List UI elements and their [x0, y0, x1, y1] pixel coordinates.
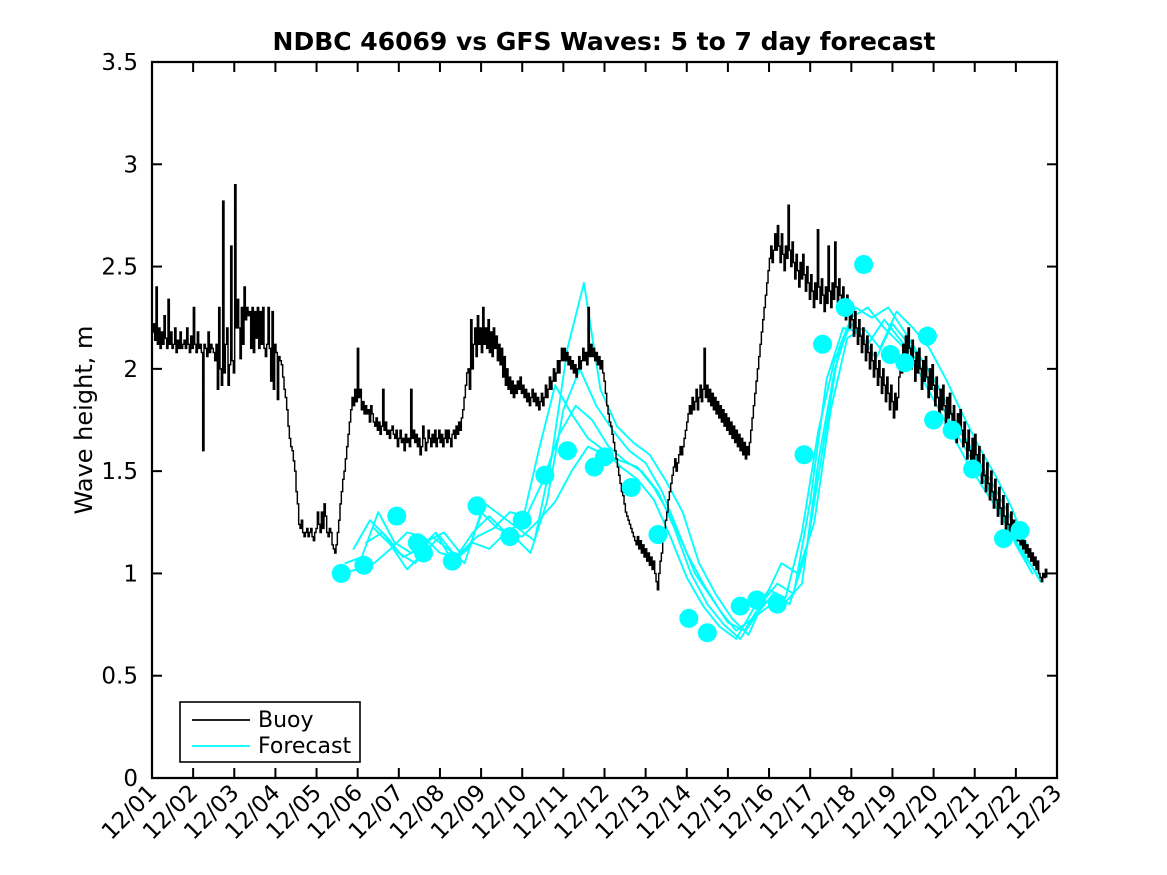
- legend[interactable]: Buoy Forecast: [179, 701, 361, 763]
- forecast-marker: [500, 527, 520, 547]
- forecast-marker: [917, 326, 937, 346]
- y-tick-label: 0: [123, 766, 138, 792]
- forecast-marker: [730, 596, 750, 616]
- forecast-marker: [835, 297, 855, 317]
- forecast-marker: [512, 510, 532, 530]
- forecast-marker: [387, 506, 407, 526]
- buoy-series: [152, 184, 1048, 591]
- y-tick-label: 3.5: [101, 50, 138, 76]
- forecast-marker: [895, 353, 915, 373]
- forecast-marker: [963, 459, 983, 479]
- legend-box: [179, 701, 361, 763]
- y-tick-label: 1.5: [101, 459, 138, 485]
- forecast-marker: [1010, 520, 1030, 540]
- forecast-marker: [697, 623, 717, 643]
- forecast-marker: [648, 525, 668, 545]
- y-tick-label: 2.5: [101, 255, 138, 281]
- forecast-marker: [621, 478, 641, 498]
- legend-label-forecast: Forecast: [258, 734, 351, 759]
- forecast-marker: [595, 447, 614, 467]
- forecast-marker: [747, 590, 767, 610]
- forecast-marker: [994, 529, 1014, 549]
- y-axis-ticks: 0 0.5 1 1.5 2 2.5 3 3.5: [101, 50, 1057, 792]
- forecast-markers: [331, 255, 1030, 643]
- forecast-marker: [854, 255, 874, 275]
- y-tick-label: 3: [123, 152, 138, 178]
- forecast-marker: [414, 543, 433, 563]
- y-tick-label: 0.5: [101, 664, 138, 690]
- forecast-marker: [924, 410, 944, 430]
- forecast-marker: [880, 345, 900, 365]
- forecast-trace: [364, 322, 1042, 632]
- forecast-marker: [557, 441, 577, 461]
- forecast-trace: [344, 306, 1038, 640]
- forecast-marker: [442, 551, 462, 571]
- y-tick-label: 2: [123, 357, 138, 383]
- forecast-marker: [535, 465, 555, 485]
- y-tick-label: 1: [123, 561, 138, 587]
- forecast-marker: [467, 496, 487, 516]
- forecast-trace: [352, 281, 1042, 636]
- forecast-marker: [331, 563, 351, 583]
- legend-label-buoy: Buoy: [258, 708, 314, 733]
- chart-title: NDBC 46069 vs GFS Waves: 5 to 7 day fore…: [273, 27, 936, 56]
- forecast-marker: [767, 594, 787, 614]
- forecast-marker: [794, 445, 814, 465]
- forecast-marker: [679, 608, 699, 628]
- forecast-marker: [942, 420, 962, 440]
- forecast-marker: [354, 555, 374, 575]
- forecast-trace: [340, 306, 1034, 632]
- y-axis-title: Wave height, m: [70, 326, 98, 515]
- forecast-marker: [813, 334, 833, 354]
